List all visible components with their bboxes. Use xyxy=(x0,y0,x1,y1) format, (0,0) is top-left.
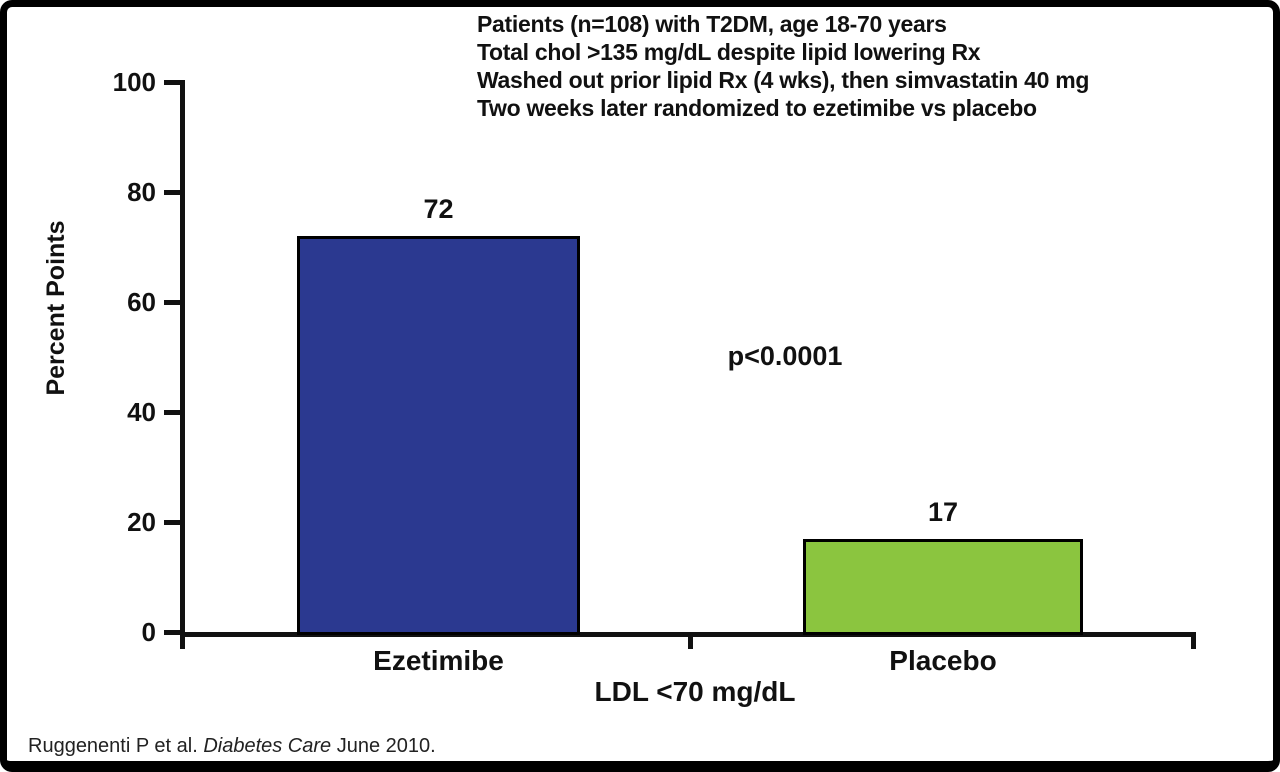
p-value-annotation: p<0.0001 xyxy=(727,341,843,371)
citation: Ruggenenti P et al. Diabetes Care June 2… xyxy=(28,735,436,758)
study-description-line: Patients (n=108) with T2DM, age 18-70 ye… xyxy=(477,11,947,37)
bar-ezetimibe xyxy=(297,236,580,635)
y-tick-60 xyxy=(164,300,185,305)
citation-journal: Diabetes Care xyxy=(203,735,332,757)
study-description-line: Two weeks later randomized to ezetimibe … xyxy=(477,95,1037,121)
study-description: Patients (n=108) with T2DM, age 18-70 ye… xyxy=(477,10,1267,122)
y-axis-line xyxy=(180,82,185,648)
category-label-placebo: Placebo xyxy=(889,645,997,676)
y-tick-40 xyxy=(164,410,185,415)
y-tick-label-40: 40 xyxy=(127,397,156,427)
y-tick-label-0: 0 xyxy=(141,617,156,647)
y-axis-title: Percent Points xyxy=(42,220,70,396)
citation-date: June 2010. xyxy=(331,735,436,757)
study-description-line: Total chol >135 mg/dL despite lipid lowe… xyxy=(477,39,981,65)
bar-placebo xyxy=(803,539,1083,635)
y-tick-label-100: 100 xyxy=(112,67,156,97)
citation-authors: Ruggenenti P et al. xyxy=(28,735,204,757)
y-tick-20 xyxy=(164,520,185,525)
x-tick-0 xyxy=(180,632,185,649)
y-tick-label-60: 60 xyxy=(127,287,156,317)
bar-value-label-placebo: 17 xyxy=(927,497,959,527)
study-description-line: Washed out prior lipid Rx (4 wks), then … xyxy=(477,67,1090,93)
x-tick-1 xyxy=(688,632,693,649)
y-tick-100 xyxy=(164,80,185,85)
y-tick-label-20: 20 xyxy=(127,507,156,537)
x-axis-title: LDL <70 mg/dL xyxy=(594,676,796,707)
y-tick-80 xyxy=(164,190,185,195)
bar-value-label-ezetimibe: 72 xyxy=(423,194,454,224)
y-tick-0 xyxy=(164,630,185,635)
x-tick-2 xyxy=(1191,632,1196,649)
category-label-ezetimibe: Ezetimibe xyxy=(373,645,504,676)
y-tick-label-80: 80 xyxy=(127,177,156,207)
